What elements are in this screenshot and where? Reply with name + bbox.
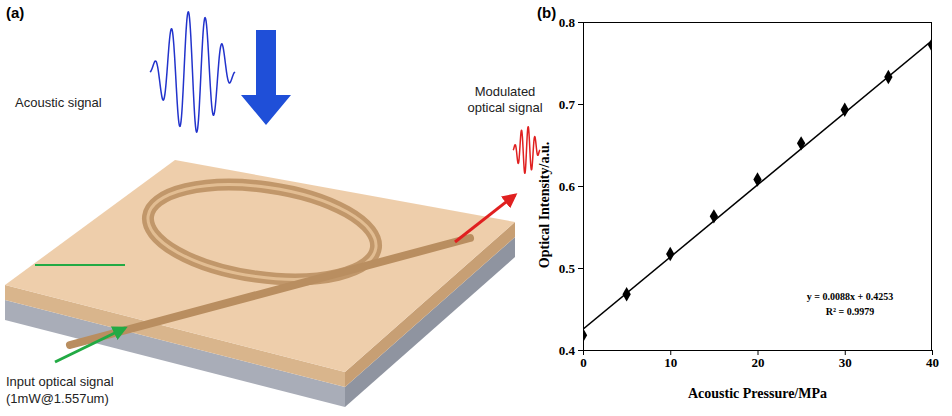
input-arrow — [55, 328, 125, 362]
y-tick: 0.4 — [559, 343, 583, 358]
y-tick-label: 0.6 — [559, 179, 576, 194]
x-tick-label: 30 — [839, 355, 852, 370]
y-axis-title: Optical Intensity/a.u. — [537, 142, 552, 268]
panel-b: (b) 0 10 20 30 40 0.4 0.5 0.6 0.7 0.8 y = 0.0088x +… — [537, 4, 939, 401]
annotation: R² = 0.9979 — [826, 306, 874, 317]
input-line — [35, 264, 125, 266]
panel-label: (b) — [537, 4, 556, 21]
frame — [583, 22, 932, 23]
x-tick-label: 40 — [926, 355, 939, 370]
acoustic-arrow — [241, 30, 291, 125]
y-tick-label: 0.4 — [559, 343, 576, 358]
panel-a: (a) Acoustic signal Modulatedoptical signa… — [5, 4, 543, 407]
y-axis: 0.4 0.5 0.6 0.7 0.8 — [559, 15, 584, 358]
y-tick-label: 0.8 — [559, 15, 576, 30]
x-tick: 40 — [926, 350, 939, 370]
y-tick: 0.7 — [559, 97, 583, 112]
y-tick: 0.5 — [559, 261, 583, 276]
plot-area — [583, 38, 932, 343]
y-tick-label: 0.5 — [559, 261, 576, 276]
y-tick-mark — [578, 268, 583, 269]
waveguide — [70, 238, 470, 345]
x-tick-label: 0 — [580, 355, 587, 370]
y-tick-mark — [578, 350, 583, 351]
y-axis-line — [578, 23, 584, 351]
y-tick-mark — [578, 104, 583, 105]
label: optical signal — [467, 100, 542, 115]
slab-top — [5, 160, 515, 372]
y-tick-mark — [578, 186, 583, 187]
x-tick: 30 — [839, 350, 852, 370]
figure: (a) Acoustic signal Modulatedoptical signa… — [0, 0, 952, 416]
frame — [931, 22, 932, 350]
x-axis-title: Acoustic Pressure/MPa — [688, 386, 827, 401]
acoustic-wave — [150, 12, 235, 132]
label: (1mW@1.557um) — [6, 391, 109, 406]
x-tick: 0 — [580, 350, 587, 370]
annotation: y = 0.0088x + 0.4253 — [807, 291, 893, 302]
data-point — [928, 38, 932, 52]
data-point — [622, 287, 630, 301]
fit-line — [583, 41, 932, 330]
label: Acoustic signal — [15, 95, 102, 110]
data-point — [583, 328, 587, 342]
x-tick-label: 20 — [752, 355, 765, 370]
label: Modulated — [475, 84, 536, 99]
y-tick-mark — [578, 22, 583, 23]
label: Input optical signal — [6, 374, 114, 389]
x-axis: 0 10 20 30 40 — [580, 350, 939, 370]
y-tick: 0.8 — [559, 15, 583, 30]
x-tick: 20 — [752, 350, 765, 370]
y-tick-label: 0.7 — [559, 97, 576, 112]
modulated-wave — [513, 127, 540, 174]
x-tick: 10 — [664, 350, 677, 370]
panel-label: (a) — [6, 4, 24, 21]
x-tick-label: 10 — [664, 355, 677, 370]
y-tick: 0.6 — [559, 179, 583, 194]
output-arrow — [455, 195, 515, 242]
